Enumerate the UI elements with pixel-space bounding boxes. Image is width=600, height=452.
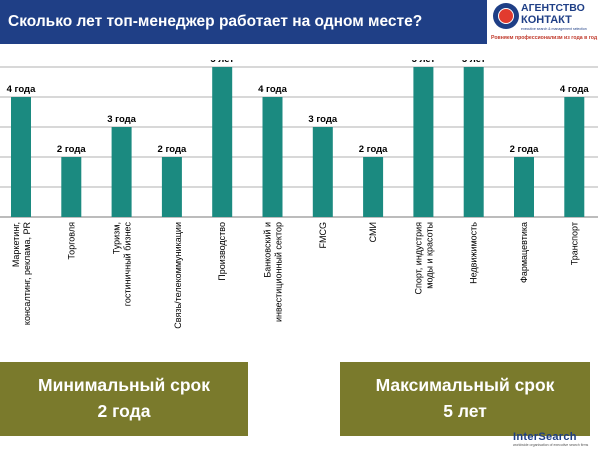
intersearch-logo: InterSearch bbox=[513, 431, 577, 443]
category-label: Связь/телекоммуникации bbox=[173, 222, 183, 329]
bar bbox=[463, 67, 484, 217]
logo-line-1: АГЕНТСТВО bbox=[521, 2, 585, 14]
bar bbox=[564, 97, 585, 217]
chart-data-labels: 4 года 2 года 3 года 2 года 5 лет 4 года 3 год… bbox=[7, 60, 590, 155]
data-label: 2 года bbox=[510, 144, 539, 155]
data-label: 3 года bbox=[308, 114, 337, 125]
bar bbox=[363, 157, 384, 217]
bar bbox=[11, 97, 31, 217]
minimum-term-box: Минимальный срок 2 года bbox=[0, 362, 248, 436]
data-label: 3 года bbox=[107, 114, 136, 125]
data-label: 5 лет bbox=[462, 60, 486, 65]
bar bbox=[212, 67, 233, 217]
category-label: Спорт, индустриямоды и красоты bbox=[413, 222, 434, 295]
data-label: 4 года bbox=[258, 84, 287, 95]
category-label: Банковский иинвестиционный сектор bbox=[263, 222, 284, 322]
maximum-term-box: Максимальный срок 5 лет bbox=[340, 362, 590, 436]
title-bar: Сколько лет топ-менеджер работает на одн… bbox=[0, 0, 487, 44]
page-title: Сколько лет топ-менеджер работает на одн… bbox=[8, 13, 423, 30]
logo-tagline: Ровняем профессионализм из года в год bbox=[491, 35, 598, 41]
category-label: СМИ bbox=[368, 222, 378, 242]
category-label: Производство bbox=[217, 222, 227, 281]
agency-logo: АГЕНТСТВО КОНТАКТ executive search & man… bbox=[489, 0, 600, 44]
data-label: 5 лет bbox=[210, 60, 234, 65]
bar-chart: 4 года 2 года 3 года 2 года 5 лет 4 года 3 год… bbox=[0, 60, 598, 329]
data-label: 2 года bbox=[359, 144, 388, 155]
logo-line-2: КОНТАКТ bbox=[521, 14, 572, 26]
category-label: Фармацевтика bbox=[519, 222, 529, 283]
logo-line-3: executive search & management selection bbox=[521, 27, 587, 31]
category-label: Торговля bbox=[66, 222, 76, 260]
data-label: 4 года bbox=[560, 84, 589, 95]
data-label: 4 года bbox=[7, 84, 36, 95]
bar bbox=[61, 157, 82, 217]
chart-bars bbox=[11, 67, 585, 217]
category-label: Туризм,гостиничный бизнес bbox=[112, 222, 133, 307]
data-label: 2 года bbox=[57, 144, 86, 155]
category-label: FMCG bbox=[318, 222, 328, 249]
bar bbox=[312, 127, 333, 217]
bar bbox=[161, 157, 182, 217]
category-label: Недвижимость bbox=[469, 222, 479, 284]
bar bbox=[514, 157, 534, 217]
globe-icon bbox=[493, 3, 519, 29]
bar bbox=[413, 67, 434, 217]
maximum-term-title: Максимальный срок bbox=[375, 375, 555, 395]
minimum-term-title: Минимальный срок bbox=[38, 375, 210, 395]
bar bbox=[111, 127, 132, 217]
minimum-term-value: 2 года bbox=[97, 401, 151, 421]
chart-gridlines bbox=[0, 66, 598, 218]
data-label: 2 года bbox=[158, 144, 187, 155]
bar bbox=[262, 97, 283, 217]
category-label: Маркетинг,консалтинг, реклама, PR bbox=[11, 221, 32, 325]
data-label: 5 лет bbox=[412, 60, 436, 65]
chart-category-labels: Маркетинг,консалтинг, реклама, PR Торговл… bbox=[11, 221, 579, 328]
intersearch-tagline: worldwide organisation of executive sear… bbox=[513, 443, 589, 447]
category-label: Транспорт bbox=[569, 222, 579, 265]
maximum-term-value: 5 лет bbox=[443, 401, 487, 421]
